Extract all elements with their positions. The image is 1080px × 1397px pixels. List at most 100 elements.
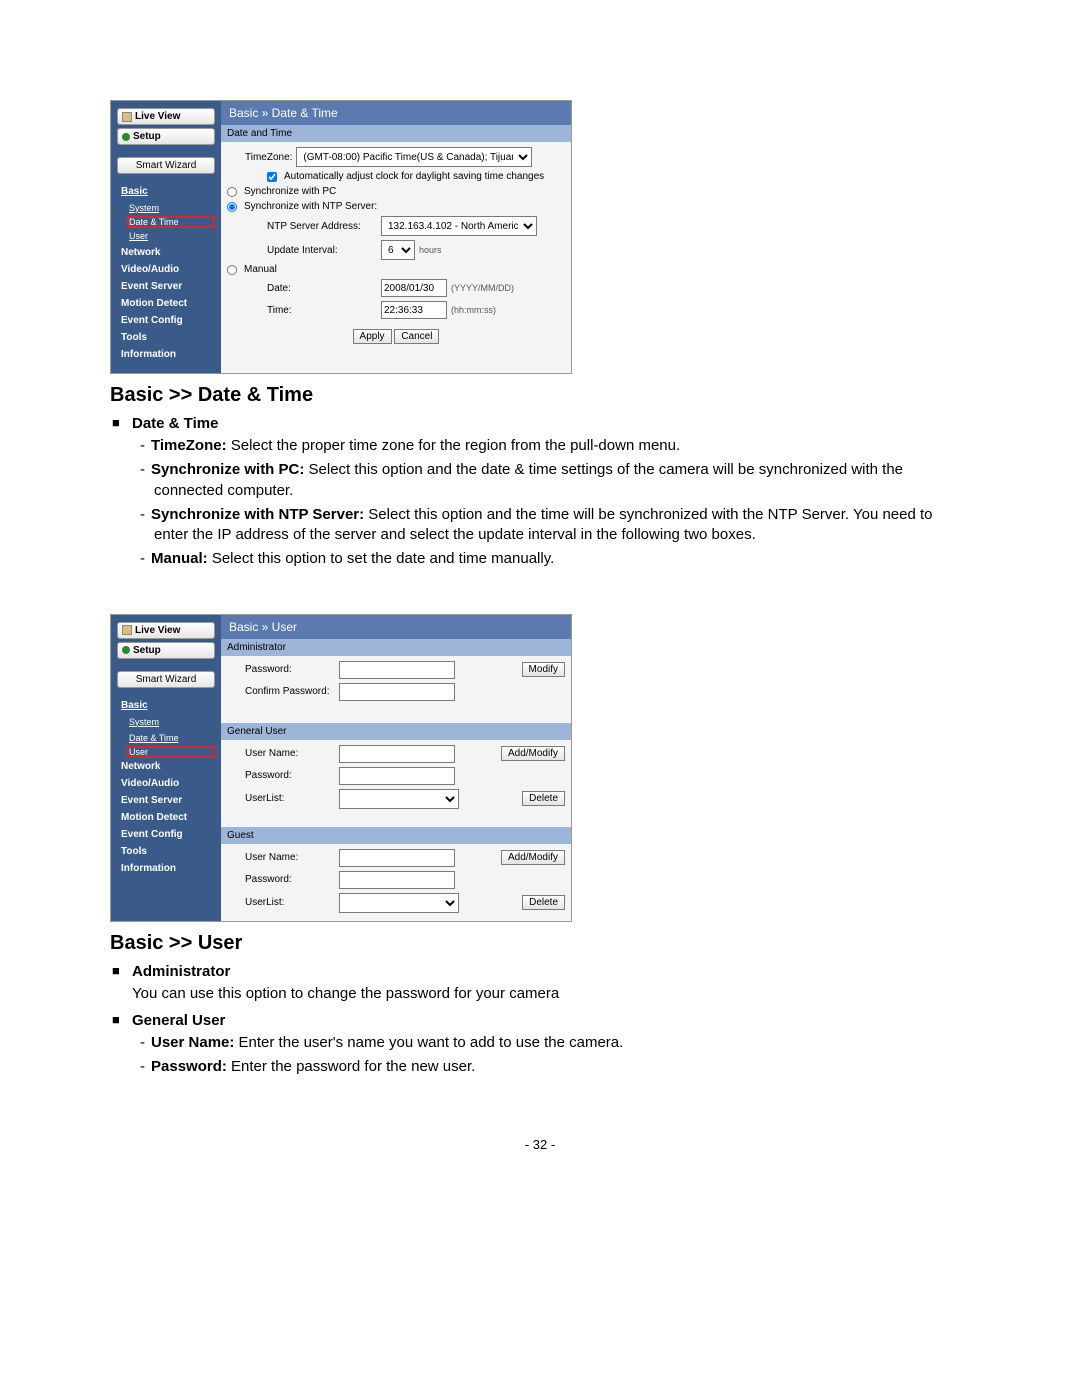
update-interval-select[interactable]: 6 bbox=[381, 240, 415, 260]
doc-list-item: -Synchronize with NTP Server: Select thi… bbox=[154, 505, 970, 546]
ntp-addr-label: NTP Server Address: bbox=[267, 221, 377, 232]
sidebar: Live View Setup Smart Wizard Basic Syste… bbox=[111, 615, 221, 921]
general-password-input[interactable] bbox=[339, 767, 455, 785]
timezone-select[interactable]: (GMT-08:00) Pacific Time(US & Canada); T… bbox=[296, 147, 532, 167]
screenshot-user: Live View Setup Smart Wizard Basic Syste… bbox=[110, 614, 572, 922]
nav-event-server[interactable]: Event Server bbox=[111, 792, 221, 809]
update-interval-unit: hours bbox=[419, 245, 442, 255]
doc-heading-date-time: Basic >> Date & Time bbox=[110, 384, 970, 407]
sync-pc-label: Synchronize with PC bbox=[244, 186, 336, 197]
live-view-icon bbox=[122, 112, 132, 122]
live-view-button[interactable]: Live View bbox=[117, 622, 215, 639]
nav-information[interactable]: Information bbox=[111, 860, 221, 877]
manual-radio[interactable] bbox=[227, 265, 237, 275]
nav-video-audio[interactable]: Video/Audio bbox=[111, 775, 221, 792]
general-userlist-label: UserList: bbox=[245, 793, 335, 804]
page-number: - 32 - bbox=[110, 1137, 970, 1152]
screenshot-date-time: Live View Setup Smart Wizard Basic Syste… bbox=[110, 100, 572, 374]
nav-event-config[interactable]: Event Config bbox=[111, 826, 221, 843]
doc-admin-text: You can use this option to change the pa… bbox=[132, 984, 970, 1004]
live-view-label: Live View bbox=[135, 111, 180, 122]
guest-username-input[interactable] bbox=[339, 849, 455, 867]
modify-button[interactable]: Modify bbox=[522, 662, 565, 677]
smart-wizard-button[interactable]: Smart Wizard bbox=[117, 671, 215, 688]
section-date-time: Date and Time bbox=[221, 125, 571, 142]
nav-event-config[interactable]: Event Config bbox=[111, 312, 221, 329]
nav-motion-detect[interactable]: Motion Detect bbox=[111, 295, 221, 312]
general-userlist-select[interactable] bbox=[339, 789, 459, 809]
doc-list-item: -Password: Enter the password for the ne… bbox=[154, 1057, 970, 1077]
section-admin: Administrator bbox=[221, 639, 571, 656]
time-hint: (hh:mm:ss) bbox=[451, 305, 496, 315]
content-panel: Basic » Date & Time Date and Time TimeZo… bbox=[221, 101, 571, 373]
guest-delete-button[interactable]: Delete bbox=[522, 895, 565, 910]
sync-ntp-radio[interactable] bbox=[227, 202, 237, 212]
guest-username-label: User Name: bbox=[245, 852, 335, 863]
live-view-label: Live View bbox=[135, 625, 180, 636]
nav-user[interactable]: User bbox=[127, 746, 215, 758]
nav-system[interactable]: System bbox=[111, 714, 221, 730]
nav-network[interactable]: Network bbox=[111, 758, 221, 775]
cancel-button[interactable]: Cancel bbox=[394, 329, 439, 344]
dst-label: Automatically adjust clock for daylight … bbox=[284, 171, 544, 182]
nav-information[interactable]: Information bbox=[111, 346, 221, 363]
nav-date-time[interactable]: Date & Time bbox=[111, 730, 221, 746]
general-password-label: Password: bbox=[245, 770, 335, 781]
time-input[interactable] bbox=[381, 301, 447, 319]
apply-button[interactable]: Apply bbox=[353, 329, 392, 344]
guest-add-modify-button[interactable]: Add/Modify bbox=[501, 850, 565, 865]
nav-event-server[interactable]: Event Server bbox=[111, 278, 221, 295]
sidebar: Live View Setup Smart Wizard Basic Syste… bbox=[111, 101, 221, 373]
breadcrumb: Basic » Date & Time bbox=[221, 101, 571, 125]
nav-user[interactable]: User bbox=[111, 228, 221, 244]
date-label: Date: bbox=[267, 283, 377, 294]
admin-password-label: Password: bbox=[245, 664, 335, 675]
live-view-icon bbox=[122, 625, 132, 635]
doc-sub-date-time: Date & Time bbox=[132, 415, 970, 432]
sync-pc-radio[interactable] bbox=[227, 187, 237, 197]
live-view-button[interactable]: Live View bbox=[117, 108, 215, 125]
delete-button[interactable]: Delete bbox=[522, 791, 565, 806]
setup-button[interactable]: Setup bbox=[117, 642, 215, 659]
guest-userlist-select[interactable] bbox=[339, 893, 459, 913]
nav-video-audio[interactable]: Video/Audio bbox=[111, 261, 221, 278]
gear-icon bbox=[122, 646, 130, 654]
add-modify-button[interactable]: Add/Modify bbox=[501, 746, 565, 761]
nav-motion-detect[interactable]: Motion Detect bbox=[111, 809, 221, 826]
nav-basic[interactable]: Basic bbox=[111, 697, 221, 714]
doc-list-item: -Synchronize with PC: Select this option… bbox=[154, 460, 970, 501]
update-interval-label: Update Interval: bbox=[267, 245, 377, 256]
nav-tools[interactable]: Tools bbox=[111, 843, 221, 860]
guest-userlist-label: UserList: bbox=[245, 897, 335, 908]
section-general: General User bbox=[221, 723, 571, 740]
general-username-input[interactable] bbox=[339, 745, 455, 763]
nav-network[interactable]: Network bbox=[111, 244, 221, 261]
timezone-label: TimeZone: bbox=[245, 152, 292, 163]
date-input[interactable] bbox=[381, 279, 447, 297]
breadcrumb: Basic » User bbox=[221, 615, 571, 639]
doc-sub-general: General User bbox=[132, 1012, 970, 1029]
doc-heading-user: Basic >> User bbox=[110, 932, 970, 955]
admin-confirm-input[interactable] bbox=[339, 683, 455, 701]
general-username-label: User Name: bbox=[245, 748, 335, 759]
dst-checkbox[interactable] bbox=[267, 172, 277, 182]
guest-password-input[interactable] bbox=[339, 871, 455, 889]
gear-icon bbox=[122, 133, 130, 141]
nav-date-time[interactable]: Date & Time bbox=[127, 216, 215, 228]
date-hint: (YYYY/MM/DD) bbox=[451, 283, 514, 293]
sync-ntp-label: Synchronize with NTP Server: bbox=[244, 201, 377, 212]
admin-password-input[interactable] bbox=[339, 661, 455, 679]
nav-tools[interactable]: Tools bbox=[111, 329, 221, 346]
doc-list-item: -TimeZone: Select the proper time zone f… bbox=[154, 436, 970, 456]
smart-wizard-button[interactable]: Smart Wizard bbox=[117, 157, 215, 174]
setup-button[interactable]: Setup bbox=[117, 128, 215, 145]
doc-list-item: -User Name: Enter the user's name you wa… bbox=[154, 1033, 970, 1053]
setup-label: Setup bbox=[133, 645, 161, 656]
nav-system[interactable]: System bbox=[111, 200, 221, 216]
nav-basic[interactable]: Basic bbox=[111, 183, 221, 200]
manual-label: Manual bbox=[244, 264, 277, 275]
setup-label: Setup bbox=[133, 131, 161, 142]
section-guest: Guest bbox=[221, 827, 571, 844]
ntp-addr-select[interactable]: 132.163.4.102 - North America bbox=[381, 216, 537, 236]
time-label: Time: bbox=[267, 305, 377, 316]
